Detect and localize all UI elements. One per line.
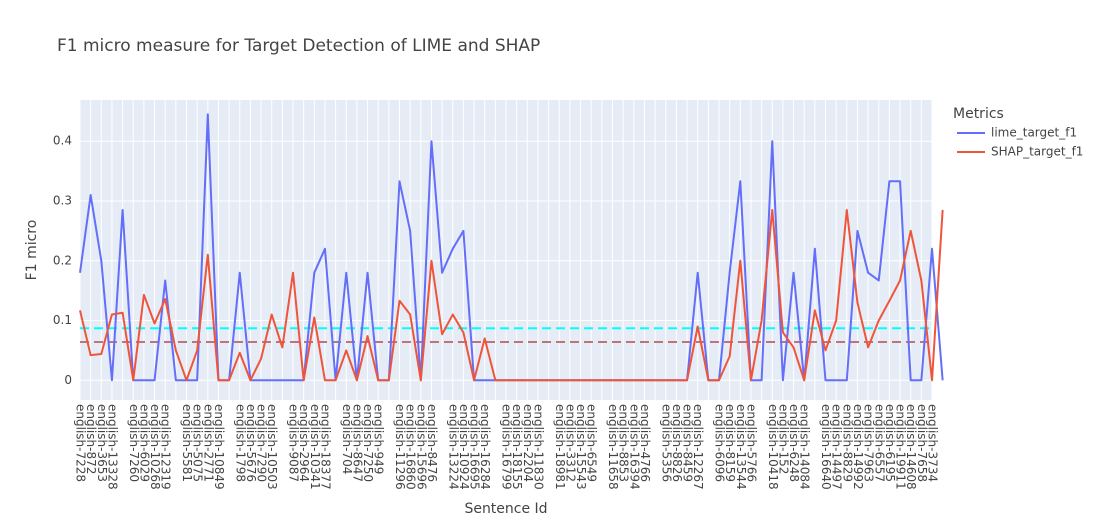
x-tick-label: english-10924 <box>457 404 471 490</box>
x-tick-label: english-13224 <box>446 404 460 490</box>
x-tick-label: english-10268 <box>148 404 162 490</box>
x-tick-label: english-13544 <box>734 404 748 490</box>
y-axis-title: F1 micro <box>24 220 40 281</box>
y-tick-label: 0.4 <box>53 134 72 148</box>
x-tick-label: english-6557 <box>872 404 886 482</box>
x-tick-label: english-10849 <box>212 404 226 490</box>
x-tick-label: english-3312 <box>563 404 577 482</box>
x-tick-label: english-3653 <box>95 404 109 482</box>
x-tick-label: english-7963 <box>862 404 876 482</box>
x-tick-label: english-8647 <box>350 404 364 482</box>
x-tick-label: english-6549 <box>585 404 599 482</box>
legend-label: lime_target_f1 <box>991 126 1077 140</box>
x-tick-label: english-11830 <box>531 404 545 490</box>
x-tick-label: english-16640 <box>819 404 833 490</box>
x-tick-label: english-18377 <box>318 404 332 490</box>
x-tick-label: english-10418 <box>766 404 780 490</box>
x-tick-label: english-8826 <box>670 404 684 482</box>
x-tick-label: english-6096 <box>713 404 727 482</box>
chart-title: F1 micro measure for Target Detection of… <box>57 36 540 56</box>
x-tick-label: english-19911 <box>894 404 908 490</box>
x-tick-label: english-7228 <box>74 404 88 482</box>
x-tick-label: english-13328 <box>105 404 119 490</box>
x-tick-label: english-8476 <box>425 404 439 482</box>
x-tick-label: english-6195 <box>883 404 897 482</box>
x-tick-label: english-18981 <box>553 404 567 490</box>
x-tick-label: english-5581 <box>180 404 194 482</box>
x-tick-label: english-9087 <box>287 404 301 482</box>
x-tick-label: english-704 <box>340 404 354 474</box>
x-tick-label: english-14608 <box>904 404 918 490</box>
x-tick-label: english-1798 <box>233 404 247 482</box>
y-tick-label: 0 <box>64 373 72 387</box>
x-tick-label: english-14084 <box>798 404 812 490</box>
x-tick-label: english-15543 <box>574 404 588 490</box>
x-tick-label: english-5075 <box>191 404 205 482</box>
x-tick-label: english-8829 <box>840 404 854 482</box>
x-tick-label: english-11658 <box>606 404 620 490</box>
y-tick-label: 0.2 <box>53 253 72 267</box>
x-tick-label: english-6248 <box>787 404 801 482</box>
x-tick-label: english-12319 <box>159 404 173 490</box>
x-tick-label: english-16284 <box>478 404 492 490</box>
x-tick-label: english-14497 <box>830 404 844 490</box>
x-tick-label: english-8459 <box>681 404 695 482</box>
x-tick-label: english-7250 <box>361 404 375 482</box>
legend-title: Metrics <box>953 106 1004 122</box>
series-line <box>79 208 944 382</box>
x-tick-label: english-8853 <box>617 404 631 482</box>
x-tick-label: english-7658 <box>915 404 929 482</box>
x-tick-label: english-16394 <box>627 404 641 490</box>
x-tick-label: english-11296 <box>393 404 407 490</box>
x-tick-label: english-7260 <box>127 404 141 482</box>
x-tick-label: english-8159 <box>723 404 737 482</box>
x-tick-label: english-14992 <box>851 404 865 490</box>
grid <box>79 100 933 400</box>
x-tick-label: english-5356 <box>659 404 673 482</box>
x-tick-label: english-16860 <box>404 404 418 490</box>
x-axis-title: Sentence Id <box>464 501 547 517</box>
x-tick-label: english-7290 <box>255 404 269 482</box>
y-tick-label: 0.1 <box>53 313 72 327</box>
x-tick-label: english-5676 <box>244 404 258 482</box>
x-tick-label: english-2771 <box>201 404 215 482</box>
x-tick-label: english-152 <box>776 404 790 474</box>
x-tick-label: english-15696 <box>414 404 428 490</box>
x-tick-label: english-2964 <box>297 404 311 482</box>
x-tick-label: english-3734 <box>926 404 940 482</box>
x-tick-label: english-16695 <box>468 404 482 490</box>
marks <box>79 113 944 382</box>
x-tick-label: english-2204 <box>521 404 535 482</box>
x-tick-label: english-949 <box>372 404 386 474</box>
x-tick-label: english-6029 <box>137 404 151 482</box>
x-tick-label: english-872 <box>84 404 98 474</box>
legend-label: SHAP_target_f1 <box>991 145 1083 159</box>
x-tick-label: english-18155 <box>510 404 524 490</box>
x-tick-label: english-16799 <box>500 404 514 490</box>
x-tick-label: english-5766 <box>744 404 758 482</box>
x-tick-label: english-4766 <box>638 404 652 482</box>
x-tick-label: english-10341 <box>308 404 322 490</box>
x-tick-label: english-12267 <box>691 404 705 490</box>
x-tick-label: english-10503 <box>265 404 279 490</box>
y-tick-label: 0.3 <box>53 193 72 207</box>
